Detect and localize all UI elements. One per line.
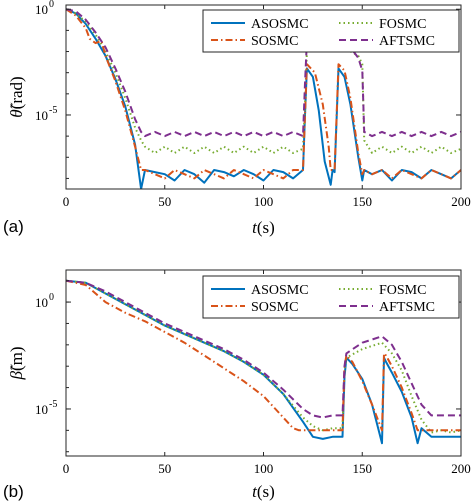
y-tick-label: 10 xyxy=(35,402,48,417)
x-axis-unit: (s) xyxy=(257,482,275,501)
x-tick-label: 200 xyxy=(451,194,471,209)
series-line-sosmc xyxy=(66,279,461,432)
y-axis-label: θ̃(rad) xyxy=(7,76,26,117)
legend-label-sosmc: SOSMC xyxy=(251,34,298,49)
x-axis-unit: (s) xyxy=(257,218,275,237)
panel-label: (a) xyxy=(3,217,24,236)
x-axis-symbol: t xyxy=(252,482,258,501)
x-tick-label: 100 xyxy=(254,194,274,209)
series-line-sosmc xyxy=(66,8,461,180)
y-axis-label: β̃(m) xyxy=(7,346,26,380)
legend-box xyxy=(202,275,460,319)
x-tick-label: 100 xyxy=(254,461,274,476)
y-tick-exponent: 0 xyxy=(49,292,54,303)
y-tick-base: 10 xyxy=(35,2,48,17)
legend-label-sosmc: SOSMC xyxy=(251,300,298,315)
legend: ASOSMC FOSMC SOSMC AFTSMC xyxy=(202,9,460,53)
y-axis-unit: (rad) xyxy=(7,76,26,109)
legend-label-aftsmc: AFTSMC xyxy=(379,300,435,315)
y-tick-exponent: -5 xyxy=(49,399,57,410)
series-line-asosmc xyxy=(66,8,461,189)
y-tick-label: 10 xyxy=(35,2,48,17)
x-tick-label: 0 xyxy=(63,461,70,476)
x-axis-label: t(s) xyxy=(252,218,275,237)
legend: ASOSMC FOSMC SOSMC AFTSMC xyxy=(202,275,460,319)
legend-label-fosmc: FOSMC xyxy=(379,283,426,298)
x-axis-label: t(s) xyxy=(252,482,275,501)
y-tick-base: 10 xyxy=(35,108,48,123)
y-tick-base: 10 xyxy=(35,402,48,417)
y-tick-label: 10 xyxy=(35,108,48,123)
y-tick-exponent: 0 xyxy=(49,0,54,10)
legend-box xyxy=(202,9,460,53)
legend-label-asosmc: ASOSMC xyxy=(251,17,309,32)
legend-label-aftsmc: AFTSMC xyxy=(379,34,435,49)
x-tick-label: 150 xyxy=(353,461,373,476)
panel-label: (b) xyxy=(3,482,24,501)
x-tick-label: 50 xyxy=(158,194,171,209)
series-line-fosmc xyxy=(66,279,461,434)
y-tick-exponent: -5 xyxy=(49,105,57,116)
series-line-aftsmc xyxy=(66,8,461,138)
x-tick-label: 50 xyxy=(158,461,171,476)
legend-label-fosmc: FOSMC xyxy=(379,17,426,32)
x-tick-label: 150 xyxy=(353,194,373,209)
legend-label-asosmc: ASOSMC xyxy=(251,283,309,298)
x-tick-label: 0 xyxy=(63,194,70,209)
y-tick-label: 10 xyxy=(35,295,48,310)
y-axis-unit: (m) xyxy=(7,346,26,371)
series-line-aftsmc xyxy=(66,279,461,419)
y-tick-base: 10 xyxy=(35,295,48,310)
x-tick-label: 200 xyxy=(451,461,471,476)
x-axis-symbol: t xyxy=(252,218,258,237)
